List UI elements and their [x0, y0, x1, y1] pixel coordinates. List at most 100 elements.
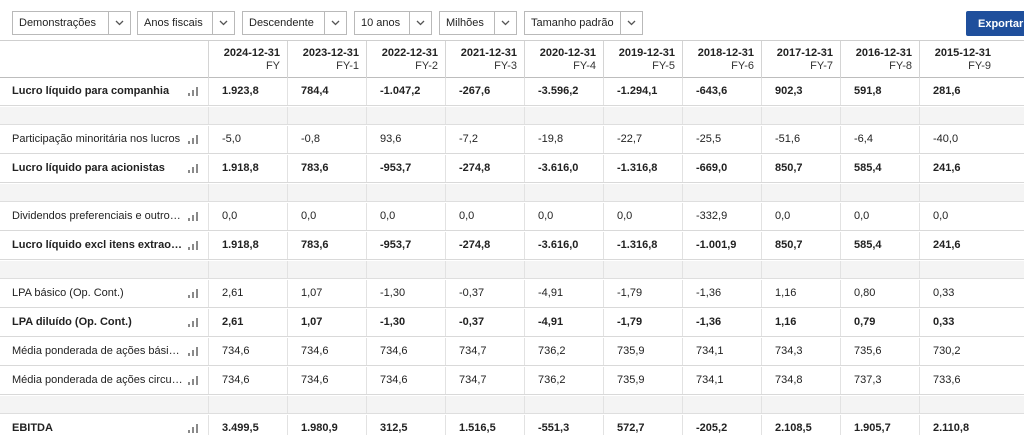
table-cell: -332,9 [696, 210, 728, 222]
table-cell: 2,61 [222, 287, 244, 299]
bar-chart-icon[interactable] [188, 376, 198, 385]
table-row: Lucro líquido excl itens extraordinários… [0, 232, 1024, 260]
table-cell: -19,8 [538, 133, 564, 145]
bar-chart-icon[interactable] [188, 135, 198, 144]
table-cell: 784,4 [301, 85, 329, 97]
size-dropdown[interactable]: Tamanho padrão [524, 11, 643, 35]
table-cell: -3.616,0 [538, 162, 579, 174]
table-cell: -3.616,0 [538, 239, 579, 251]
table-cell: 93,6 [380, 133, 402, 145]
table-cell: 0,33 [933, 316, 955, 328]
bar-chart-icon[interactable] [188, 318, 198, 327]
column-divider [603, 367, 604, 394]
column-divider [840, 261, 841, 278]
bar-chart-icon[interactable] [188, 87, 198, 96]
chevron-down-icon[interactable] [212, 12, 234, 34]
bar-chart-icon[interactable] [188, 424, 198, 433]
column-divider [208, 309, 209, 336]
column-divider [682, 367, 683, 394]
column-divider [682, 338, 683, 365]
row-label: Média ponderada de ações básicas [12, 345, 184, 357]
table-cell: 737,3 [854, 374, 882, 386]
column-divider [287, 107, 288, 124]
chevron-down-icon[interactable] [494, 12, 516, 34]
table-cell: -953,7 [380, 239, 412, 251]
column-divider [682, 415, 683, 435]
chevron-down-icon[interactable] [620, 12, 642, 34]
bar-chart-icon[interactable] [188, 289, 198, 298]
column-fiscal-year: FY-2 [415, 60, 438, 72]
table-cell: 1.923,8 [222, 85, 259, 97]
years-dropdown[interactable]: 10 anos [354, 11, 432, 35]
column-date: 2020-12-31 [539, 47, 596, 59]
column-divider [919, 155, 920, 182]
column-divider [919, 107, 920, 124]
column-divider [919, 126, 920, 153]
period-dropdown[interactable]: Anos fiscais [137, 11, 235, 35]
chevron-down-icon[interactable] [108, 12, 130, 34]
column-divider [445, 415, 446, 435]
units-dropdown-label: Milhões [446, 17, 484, 29]
table-cell: -1,30 [380, 316, 406, 328]
table-cell: -0,37 [459, 287, 485, 299]
table-cell: 730,2 [933, 345, 961, 357]
table-cell: -0,8 [301, 133, 320, 145]
column-divider [603, 126, 604, 153]
row-label: EBITDA [12, 422, 53, 434]
column-divider [682, 396, 683, 413]
export-button[interactable]: Exportar [966, 11, 1024, 36]
table-row: Lucro líquido para companhia 1.923,8 784,4… [0, 78, 1024, 106]
column-date: 2023-12-31 [302, 47, 359, 59]
table-cell: 312,5 [380, 422, 408, 434]
row-label: Lucro líquido para companhia [12, 85, 170, 97]
table-cell: 2.108,5 [775, 422, 812, 434]
table-row: Participação minoritária nos lucros -5,0 -… [0, 126, 1024, 154]
sort-order-dropdown-label: Descendente [249, 17, 314, 29]
column-date: 2022-12-31 [381, 47, 438, 59]
table-cell: -1,79 [617, 316, 643, 328]
column-divider [524, 78, 525, 105]
column-header: 2021-12-31 FY-3 [445, 41, 524, 78]
column-divider [761, 396, 762, 413]
table-cell: 1.918,8 [222, 162, 259, 174]
column-divider [761, 232, 762, 259]
column-divider [682, 261, 683, 278]
chevron-down-icon[interactable] [324, 12, 346, 34]
column-fiscal-year: FY [265, 60, 280, 72]
column-divider [208, 232, 209, 259]
bar-chart-icon[interactable] [188, 164, 198, 173]
sort-order-dropdown[interactable]: Descendente [242, 11, 347, 35]
column-divider [603, 309, 604, 336]
table-cell: -1,36 [696, 316, 722, 328]
column-divider [603, 78, 604, 105]
bar-chart-icon[interactable] [188, 347, 198, 356]
units-dropdown[interactable]: Milhões [439, 11, 517, 35]
bar-chart-icon[interactable] [188, 241, 198, 250]
table-row: Dividendos preferenciais e outros ajuste… [0, 203, 1024, 231]
table-row: EBITDA 3.499,5 1.980,9 312,5 1.516,5 -551,3 57… [0, 415, 1024, 435]
table-cell: -1.001,9 [696, 239, 737, 251]
column-divider [919, 78, 920, 105]
table-cell: -0,37 [459, 316, 485, 328]
column-fiscal-year: FY-1 [336, 60, 359, 72]
column-divider [761, 203, 762, 230]
column-divider [287, 126, 288, 153]
column-divider [682, 155, 683, 182]
column-divider [208, 338, 209, 365]
column-divider [840, 203, 841, 230]
column-divider [603, 107, 604, 124]
column-divider [208, 78, 209, 105]
chevron-down-icon[interactable] [409, 12, 431, 34]
table-row: Média ponderada de ações circulantes 734,… [0, 367, 1024, 395]
column-divider [287, 338, 288, 365]
column-date: 2024-12-31 [223, 47, 280, 59]
statements-dropdown[interactable]: Demonstrações [12, 11, 131, 35]
table-cell: 3.499,5 [222, 422, 259, 434]
column-divider [524, 107, 525, 124]
bar-chart-icon[interactable] [188, 212, 198, 221]
column-divider [919, 184, 920, 201]
column-divider [524, 338, 525, 365]
table-cell: 2,61 [222, 316, 244, 328]
column-divider [366, 107, 367, 124]
column-divider [287, 261, 288, 278]
